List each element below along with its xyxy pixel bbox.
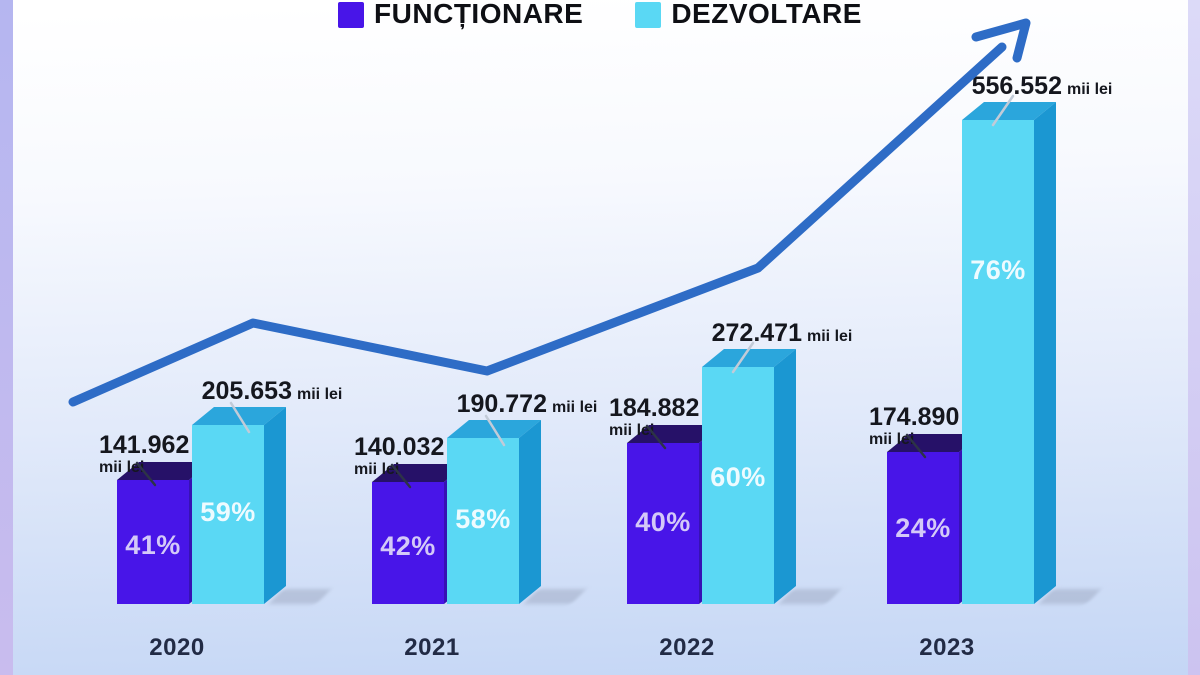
background-right-strip — [1188, 0, 1200, 675]
percent-label-dezvoltare-2020: 59% — [200, 496, 256, 527]
percent-label-dezvoltare-2023: 76% — [970, 255, 1026, 285]
bar-dezvoltare-front-2021 — [447, 438, 519, 604]
value-unit: mii lei — [807, 328, 853, 345]
value-number: 140.032 — [354, 433, 445, 461]
value-unit: mii lei — [869, 431, 915, 448]
bar-functionare-front-2020 — [117, 480, 189, 604]
value-unit: mii lei — [99, 459, 145, 476]
year-label-2023: 2023 — [919, 634, 975, 661]
value-unit: mii lei — [1067, 81, 1113, 98]
percent-label-functionare-2021: 42% — [380, 530, 436, 561]
bar-functionare-front-2022 — [627, 443, 699, 604]
legend-label-functionare: FUNCȚIONARE — [374, 0, 584, 29]
percent-label-dezvoltare-2022: 60% — [710, 461, 766, 492]
value-unit: mii lei — [552, 399, 598, 416]
bar-dezvoltare-front-2023 — [962, 120, 1034, 604]
value-number: 141.962 — [99, 431, 190, 459]
legend-swatch-dezvoltare-icon — [635, 2, 662, 28]
year-label-2020: 2020 — [149, 634, 205, 661]
value-number: 184.882 — [609, 394, 700, 422]
value-label-functionare-2022: 184.882 mii lei — [609, 396, 699, 440]
value-label-dezvoltare-2020: 205.653 mii lei — [187, 379, 357, 404]
bar-dezvoltare-side-2023 — [1034, 102, 1056, 604]
legend-item-functionare: FUNCȚIONARE — [338, 0, 583, 30]
value-label-functionare-2023: 174.890 mii lei — [869, 405, 959, 449]
legend-item-dezvoltare: DEZVOLTARE — [635, 0, 862, 30]
year-label-2022: 2022 — [659, 634, 715, 661]
bar-dezvoltare-front-2020 — [192, 425, 264, 604]
bar-dezvoltare-front-2022 — [702, 367, 774, 604]
value-unit: mii lei — [297, 386, 343, 403]
legend-label-dezvoltare: DEZVOLTARE — [671, 0, 862, 29]
value-number: 556.552 — [971, 72, 1062, 100]
value-number: 272.471 — [711, 319, 802, 347]
bar-dezvoltare-side-2020 — [264, 407, 286, 604]
value-number: 205.653 — [201, 377, 292, 405]
value-label-functionare-2021: 140.032 mii lei — [354, 435, 444, 479]
percent-label-functionare-2020: 41% — [125, 529, 181, 560]
bar-functionare-front-2023 — [887, 452, 959, 604]
background-left-strip — [0, 0, 13, 675]
percent-label-functionare-2023: 24% — [895, 512, 951, 543]
percent-label-dezvoltare-2021: 58% — [455, 504, 511, 535]
value-label-dezvoltare-2023: 556.552 mii lei — [957, 74, 1127, 99]
value-unit: mii lei — [354, 461, 400, 478]
value-label-dezvoltare-2022: 272.471 mii lei — [697, 321, 867, 346]
value-label-dezvoltare-2021: 190.772 mii lei — [442, 392, 612, 417]
percent-label-functionare-2022: 40% — [635, 507, 691, 538]
bar-dezvoltare-side-2021 — [519, 420, 541, 604]
value-number: 174.890 — [869, 403, 960, 431]
bar-functionare-front-2021 — [372, 482, 444, 604]
value-number: 190.772 — [456, 390, 547, 418]
legend-swatch-functionare-icon — [338, 2, 365, 28]
value-unit: mii lei — [609, 422, 655, 439]
bar-dezvoltare-side-2022 — [774, 349, 796, 604]
value-label-functionare-2020: 141.962 mii lei — [99, 433, 189, 477]
year-label-2021: 2021 — [404, 634, 460, 661]
legend: FUNCȚIONARE DEZVOLTARE — [0, 0, 1200, 36]
